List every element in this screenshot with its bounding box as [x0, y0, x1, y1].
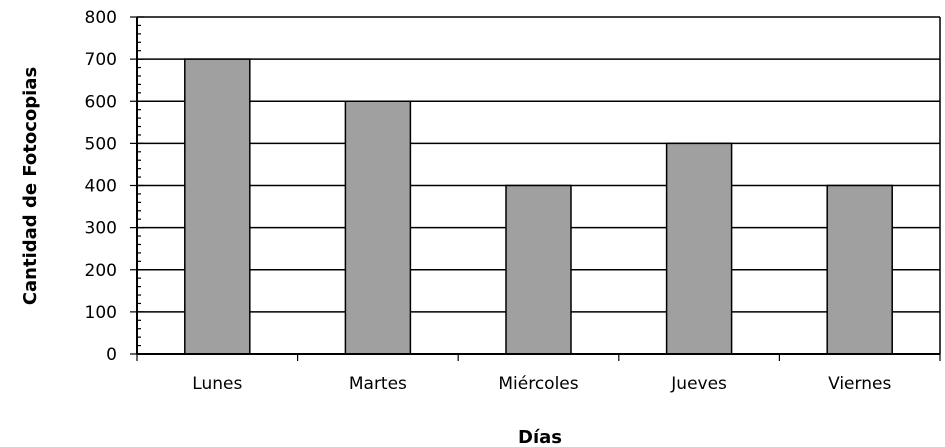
bar-martes: [344, 100, 412, 355]
x-tick-labels: Lunes Martes Miércoles Jueves Viernes: [192, 374, 891, 394]
y-tick-label: 800: [85, 8, 117, 28]
bars: [184, 58, 893, 355]
y-tick-label: 300: [85, 219, 117, 239]
bar-miércoles: [505, 184, 572, 355]
y-tick-label: 0: [106, 345, 117, 365]
axes: [130, 16, 941, 361]
x-tick-label: Martes: [349, 374, 407, 394]
y-tick-label: 200: [85, 261, 117, 281]
x-tick-label: Miércoles: [498, 374, 578, 394]
y-tick-labels: 0 100 200 300 400 500 600 700 800: [85, 8, 117, 365]
x-axis-title: Días: [518, 427, 562, 447]
y-tick-label: 500: [85, 134, 117, 154]
y-tick-label: 100: [85, 303, 117, 323]
y-tick-label: 700: [85, 50, 117, 70]
y-tick-label: 400: [85, 177, 117, 197]
bar-jueves: [665, 142, 733, 355]
y-tick-label: 600: [85, 92, 117, 112]
x-tick-label: Viernes: [828, 374, 891, 394]
x-tick-label: Lunes: [192, 374, 242, 394]
bar-viernes: [826, 184, 893, 355]
x-tick-label: Jueves: [670, 374, 727, 394]
bar-lunes: [184, 58, 251, 355]
y-axis-title: Cantidad de Fotocopias: [20, 67, 41, 305]
